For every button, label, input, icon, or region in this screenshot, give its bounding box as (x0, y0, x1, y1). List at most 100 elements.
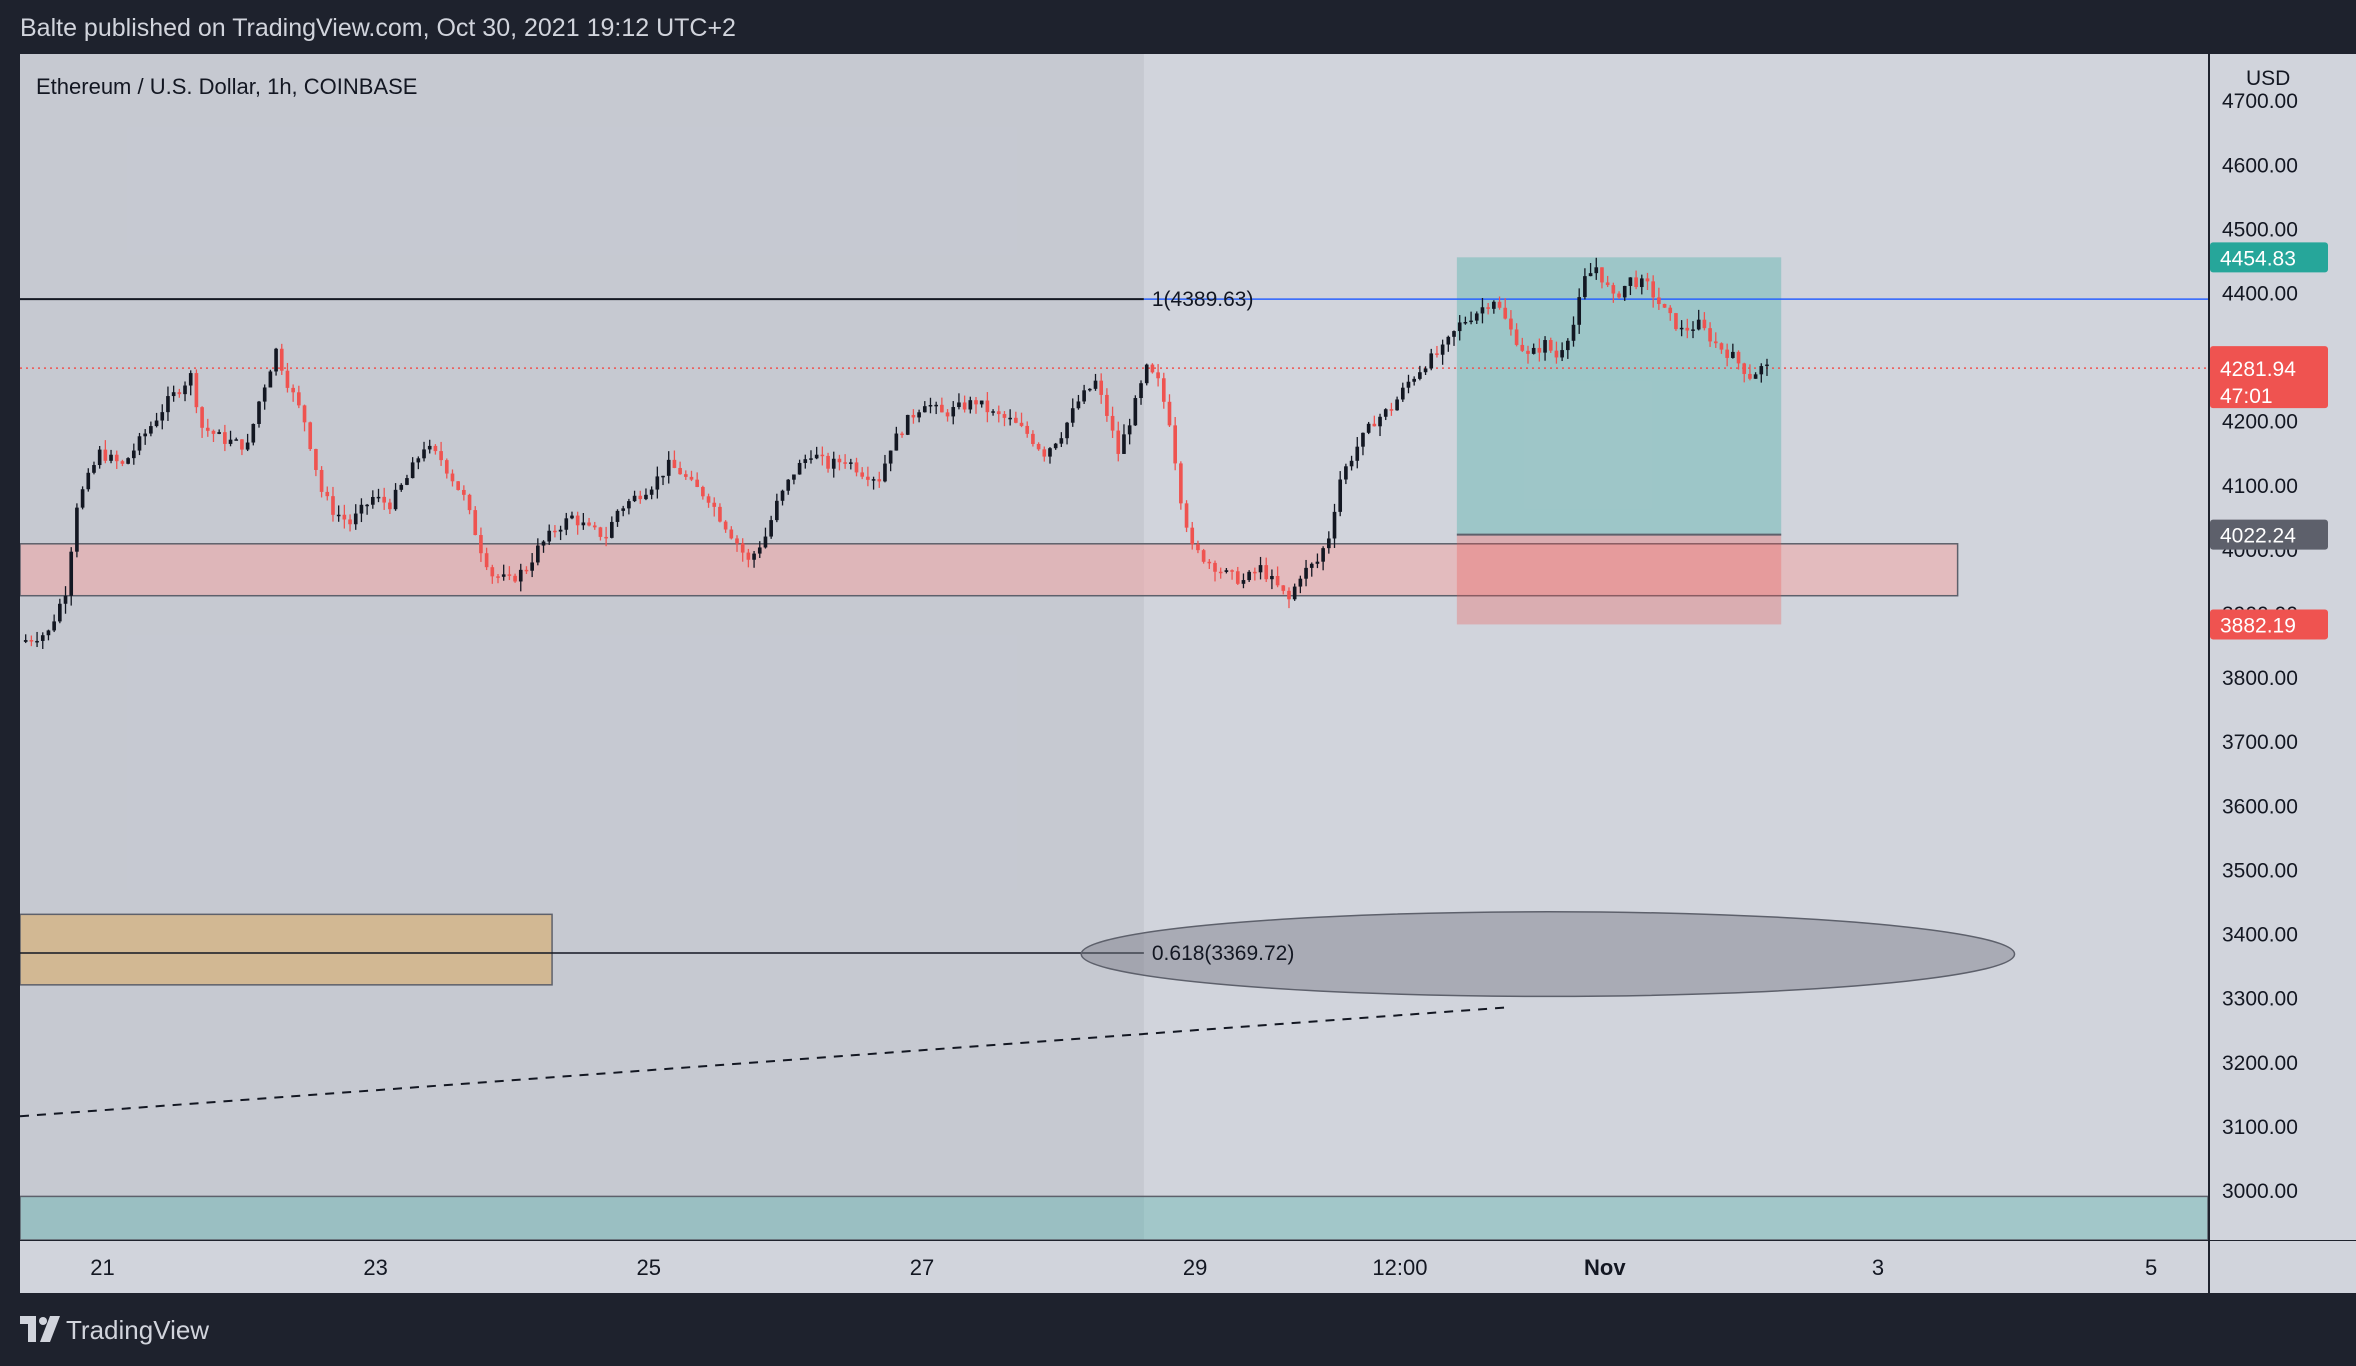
candle-body (1486, 307, 1490, 309)
price-tick-label: 3800.00 (2222, 667, 2298, 690)
time-axis-canvas[interactable]: 21 23 25 27 29 12:00 Nov 3 5 (20, 1241, 2208, 1293)
candle-body (1531, 347, 1536, 354)
candle-body (866, 476, 870, 480)
candle-body (1127, 425, 1132, 435)
candle-body (1514, 329, 1519, 345)
candle-body (1753, 374, 1758, 379)
time-tick-label: Nov (1584, 1255, 1626, 1280)
candle-body (1668, 307, 1673, 314)
price-axis-canvas[interactable]: 3000.00 3100.00 3200.00 3300.00 3400.00 3500.… (2210, 54, 2356, 1240)
time-axis[interactable]: 21 23 25 27 29 12:00 Nov 3 5 (20, 1241, 2208, 1293)
candle-body (1179, 463, 1183, 504)
price-tick-label: 4700.00 (2222, 90, 2298, 113)
target-ellipse[interactable] (1080, 911, 2016, 998)
time-tick-label: 21 (90, 1255, 114, 1280)
candle-body (1725, 349, 1729, 358)
candle-body (917, 412, 921, 418)
candle-body (706, 496, 711, 503)
candle-body (131, 450, 136, 459)
stop-loss-zone[interactable] (1456, 534, 1782, 625)
price-tick-label: 3200.00 (2222, 1052, 2298, 1075)
candle-body (1372, 423, 1377, 427)
candle-body (507, 574, 512, 576)
symbol-legend[interactable]: Ethereum / U.S. Dollar, 1h, COINBASE (36, 74, 418, 99)
candle-body (1110, 415, 1115, 431)
candle-body (979, 400, 984, 405)
candle-body (1429, 353, 1434, 369)
candle-body (490, 567, 495, 577)
candle-body (149, 426, 153, 434)
price-tick-label: 4100.00 (2222, 475, 2298, 498)
candle-body (678, 467, 682, 475)
candle-body (1122, 434, 1126, 454)
candle-body (541, 541, 546, 546)
candle-body (348, 519, 352, 525)
candle-body (991, 411, 995, 413)
candle-body (1383, 409, 1388, 417)
candle-body (1076, 401, 1081, 409)
candle-body (1366, 423, 1371, 433)
candle-body (1116, 430, 1121, 454)
candle-body (775, 500, 779, 521)
candle-body (1759, 366, 1764, 375)
chart-canvas[interactable]: 1(4389.63) 0.618(3369.72) (20, 54, 2208, 1240)
candle-body (1247, 571, 1251, 581)
candle-body (1708, 328, 1712, 342)
time-tick-label: 5 (2145, 1255, 2157, 1280)
candle-body (780, 490, 785, 501)
candle-body (177, 392, 182, 395)
candle-body (1144, 364, 1149, 384)
candle-body (814, 454, 819, 459)
candle-body (1435, 353, 1439, 355)
candle-body (570, 515, 574, 519)
candle-body (1526, 350, 1530, 354)
candle-body (393, 489, 398, 510)
candle-body (769, 520, 773, 537)
candle-body (985, 400, 990, 413)
candle-body (951, 407, 956, 417)
candle-body (1634, 277, 1638, 288)
candle-body (1070, 408, 1075, 423)
candle-body (63, 595, 68, 604)
candle-body (171, 392, 176, 397)
candle-body (1736, 351, 1741, 364)
candle-body (968, 400, 973, 410)
candle-body (723, 521, 728, 530)
chart-plot-area[interactable]: 1(4389.63) 0.618(3369.72) Ethereum / U.S… (20, 54, 2208, 1240)
candle-body (353, 513, 358, 525)
bar-countdown: 47:01 (2220, 385, 2273, 408)
candle-body (228, 439, 233, 444)
candle-body (1765, 364, 1769, 367)
take-profit-badge (2210, 242, 2328, 273)
price-axis[interactable]: 3000.00 3100.00 3200.00 3300.00 3400.00 3500.… (2210, 54, 2356, 1240)
candle-body (1440, 344, 1445, 355)
dashed-trendline[interactable] (20, 1006, 1509, 1118)
candle-body (319, 469, 324, 492)
take-profit-price: 4454.83 (2220, 247, 2296, 270)
candle-body (712, 502, 717, 507)
bottom-zone (20, 1195, 2208, 1240)
candle-body (1321, 548, 1325, 562)
candle-body (826, 455, 830, 469)
candle-body (154, 420, 159, 427)
candle-body (40, 635, 45, 641)
candle-body (427, 445, 432, 450)
candle-body (1639, 278, 1644, 288)
candle-body (1315, 561, 1320, 564)
candle-body (536, 545, 540, 563)
candle-body (405, 478, 409, 485)
candle-body (564, 518, 569, 530)
candle-body (1190, 527, 1195, 545)
candle-body (1611, 285, 1616, 294)
candle-body (809, 458, 813, 460)
candle-body (331, 496, 335, 515)
candle-body (786, 479, 791, 491)
candle-body (1139, 383, 1143, 399)
candle-body (1344, 466, 1348, 480)
candle-body (251, 423, 256, 443)
candle-body (644, 494, 648, 500)
currency-label[interactable]: USD (2246, 67, 2290, 90)
take-profit-zone[interactable] (1456, 257, 1782, 535)
candle-body (1657, 297, 1661, 305)
candle-body (1679, 327, 1684, 330)
